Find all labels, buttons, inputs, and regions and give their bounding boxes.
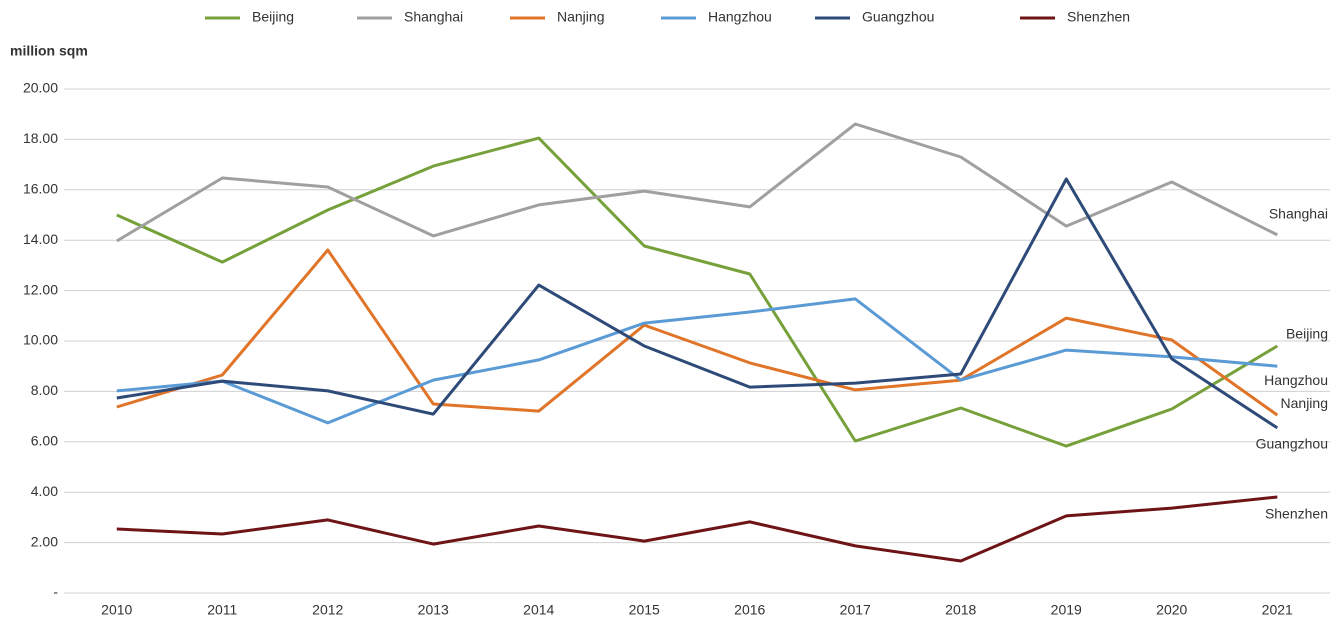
x-tick-label: 2010 — [101, 602, 132, 618]
x-tick-label: 2011 — [207, 602, 237, 618]
x-tick-label: 2017 — [840, 602, 871, 618]
x-tick-label: 2018 — [945, 602, 976, 618]
legend-label: Guangzhou — [862, 9, 934, 25]
x-tick-label: 2012 — [312, 602, 343, 618]
y-tick-label: 20.00 — [23, 80, 58, 96]
series-end-label: Nanjing — [1281, 395, 1328, 411]
y-tick-label: 18.00 — [23, 130, 58, 146]
series-line — [116, 248, 1279, 417]
x-tick-label: 2020 — [1156, 602, 1187, 618]
x-tick-label: 2019 — [1051, 602, 1082, 618]
series-end-label: Guangzhou — [1256, 436, 1328, 452]
y-tick-label: - — [53, 584, 58, 600]
x-tick-label: 2014 — [523, 602, 554, 618]
series-line — [116, 136, 1279, 448]
legend-label: Shanghai — [404, 9, 463, 25]
x-tick-label: 2013 — [418, 602, 449, 618]
y-axis-label: million sqm — [10, 43, 88, 59]
series-end-label: Shanghai — [1269, 206, 1328, 222]
y-tick-label: 6.00 — [31, 433, 58, 449]
y-tick-label: 10.00 — [23, 332, 58, 348]
x-tick-label: 2021 — [1262, 602, 1293, 618]
y-tick-label: 4.00 — [31, 483, 58, 499]
y-tick-label: 8.00 — [31, 382, 58, 398]
legend-label: Hangzhou — [708, 9, 772, 25]
series-line — [116, 297, 1278, 425]
legend-label: Shenzhen — [1067, 9, 1130, 25]
y-tick-label: 16.00 — [23, 181, 58, 197]
series-end-label: Hangzhou — [1264, 372, 1328, 388]
y-tick-label: 2.00 — [31, 533, 58, 549]
x-tick-label: 2016 — [734, 602, 765, 618]
legend-label: Beijing — [252, 9, 294, 25]
series-line — [116, 495, 1278, 563]
series-end-label: Shenzhen — [1265, 506, 1328, 522]
legend-label: Nanjing — [557, 9, 604, 25]
x-tick-label: 2015 — [629, 602, 660, 618]
series-line — [116, 122, 1278, 243]
y-tick-label: 12.00 — [23, 281, 58, 297]
y-tick-label: 14.00 — [23, 231, 58, 247]
series-end-label: Beijing — [1286, 326, 1328, 342]
series-line — [116, 177, 1279, 430]
